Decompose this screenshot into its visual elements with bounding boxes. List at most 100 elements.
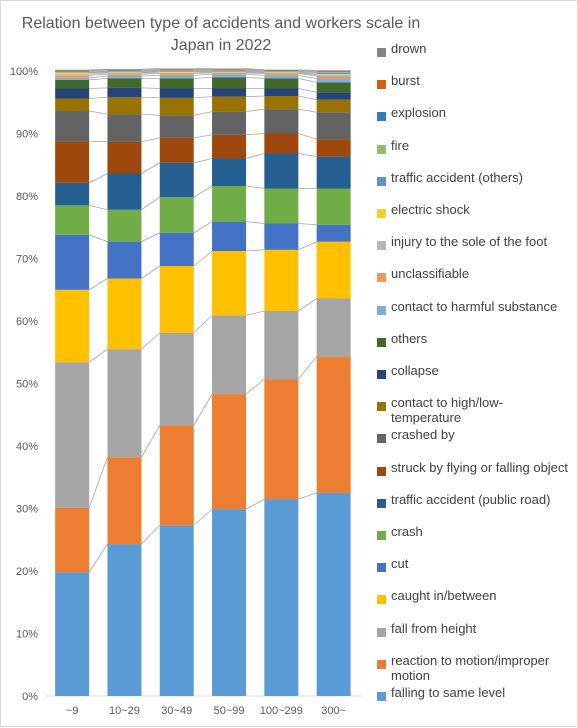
legend-swatch (377, 80, 386, 90)
bar-segment-traffic-accident-public-road- (159, 162, 194, 198)
series-line (298, 223, 317, 226)
legend-swatch (377, 659, 386, 669)
legend-label: injury to the sole of the foot (391, 234, 548, 250)
series-line (298, 70, 317, 73)
x-tick-label: ~9 (66, 705, 79, 717)
legend-swatch (377, 305, 386, 315)
bar-segment-burst (316, 71, 351, 72)
legend-label: burst (391, 73, 420, 89)
bar-segment-crashed-by (159, 115, 194, 138)
bar-segment-cut (316, 224, 351, 242)
legend-label: contact to harmful substance (391, 298, 558, 314)
series-line (141, 425, 161, 458)
series-line (89, 71, 108, 74)
legend-swatch (377, 563, 386, 573)
legend-swatch (377, 112, 386, 122)
bar-segment-drown (55, 69, 90, 71)
x-tick-label: 10~29 (109, 705, 140, 717)
y-tick-label: 50% (16, 379, 38, 391)
bar-segment-others (55, 79, 90, 89)
series-line (141, 137, 160, 143)
series-line (193, 72, 213, 74)
bar-segment-crash (212, 186, 247, 222)
bar-segment-falling-to-same-level (212, 509, 247, 696)
bar-segment-electric-shock (55, 72, 90, 75)
bar-segment-fall-from-height (212, 315, 247, 395)
series-line (298, 108, 317, 113)
bar-segment-contact-to-high-low-temperature (316, 99, 351, 113)
series-line (89, 75, 108, 79)
x-tick-label: 100~299 (260, 705, 303, 717)
series-line (141, 68, 160, 71)
bar-segment-explosion (212, 69, 247, 71)
series-line (141, 96, 160, 99)
bar-segment-contact-to-high-low-temperature (264, 96, 299, 110)
series-line (193, 508, 213, 526)
bar-segment-struck-by-flying-or-falling-object (264, 133, 299, 154)
legend-item: fire (375, 136, 575, 168)
series-line (298, 78, 317, 83)
bar-segment-crash (107, 209, 142, 242)
series-line (246, 69, 265, 72)
bar-segment-electric-shock (212, 71, 247, 73)
bar-segment-collapse (316, 92, 351, 100)
bar-segment-others (107, 78, 142, 88)
bar-segment-reaction-to-motion-improper-motion (107, 457, 142, 545)
legend-swatch (377, 595, 386, 605)
series-line (89, 234, 108, 242)
series-line (245, 498, 265, 510)
legend-swatch (377, 466, 386, 476)
series-line (88, 348, 108, 363)
bar-segment-reaction-to-motion-improper-motion (212, 394, 247, 510)
y-tick-label: 90% (16, 129, 38, 141)
bar-segment-contact-to-harmful-substance (212, 74, 247, 78)
series-line (298, 72, 317, 76)
bar-segment-traffic-accident-others- (264, 71, 299, 73)
series-line (298, 492, 317, 500)
bar-segment-traffic-accident-public-road- (316, 156, 351, 189)
series-line (89, 87, 108, 89)
legend-item: unclassifiable (375, 264, 575, 296)
bar-segment-traffic-accident-others- (212, 71, 247, 72)
legend-swatch (377, 370, 386, 379)
legend-swatch (377, 434, 386, 444)
legend-label: cut (391, 556, 409, 572)
legend-item: caught in/between (375, 586, 575, 618)
y-tick-label: 10% (16, 629, 38, 641)
series-line (141, 69, 160, 71)
bar-segment-cut (264, 223, 299, 250)
bar-segment-electric-shock (159, 71, 194, 73)
bar-segment-contact-to-harmful-substance (107, 76, 142, 79)
legend-label: reaction to motion/improper motion (391, 652, 550, 683)
bar-segment-cut (159, 232, 194, 266)
legend-swatch (377, 692, 386, 701)
bar-segment-contact-to-high-low-temperature (159, 97, 194, 116)
series-line (89, 204, 108, 211)
legend-item: collapse (375, 361, 575, 393)
legend-swatch (377, 209, 386, 218)
bar-segment-crash (264, 188, 299, 224)
series-line (141, 265, 160, 279)
bar-segment-fire (264, 71, 299, 72)
series-line (298, 74, 317, 79)
series-line (246, 133, 265, 136)
legend-label: contact to high/low-temperature (391, 395, 504, 426)
series-line (298, 95, 317, 101)
bar-segment-collapse (212, 88, 247, 97)
series-line (298, 69, 317, 73)
bar-segment-drown (107, 69, 142, 70)
bar-segment-unclassifiable (212, 72, 247, 75)
bar-segment-contact-to-harmful-substance (159, 75, 194, 79)
series-line (141, 87, 160, 89)
bar-segment-fall-from-height (159, 332, 194, 426)
bar-segment-explosion (107, 70, 142, 71)
bar-segment-fall-from-height (55, 362, 90, 508)
bar-segment-contact-to-harmful-substance (55, 77, 90, 80)
bar-segment-fire (212, 70, 247, 71)
bar-segment-traffic-accident-others- (107, 71, 142, 73)
bar-segment-collapse (264, 88, 299, 96)
legend-item: crashed by (375, 425, 575, 457)
legend-item: burst (375, 71, 575, 103)
legend-item: drown (375, 39, 575, 71)
